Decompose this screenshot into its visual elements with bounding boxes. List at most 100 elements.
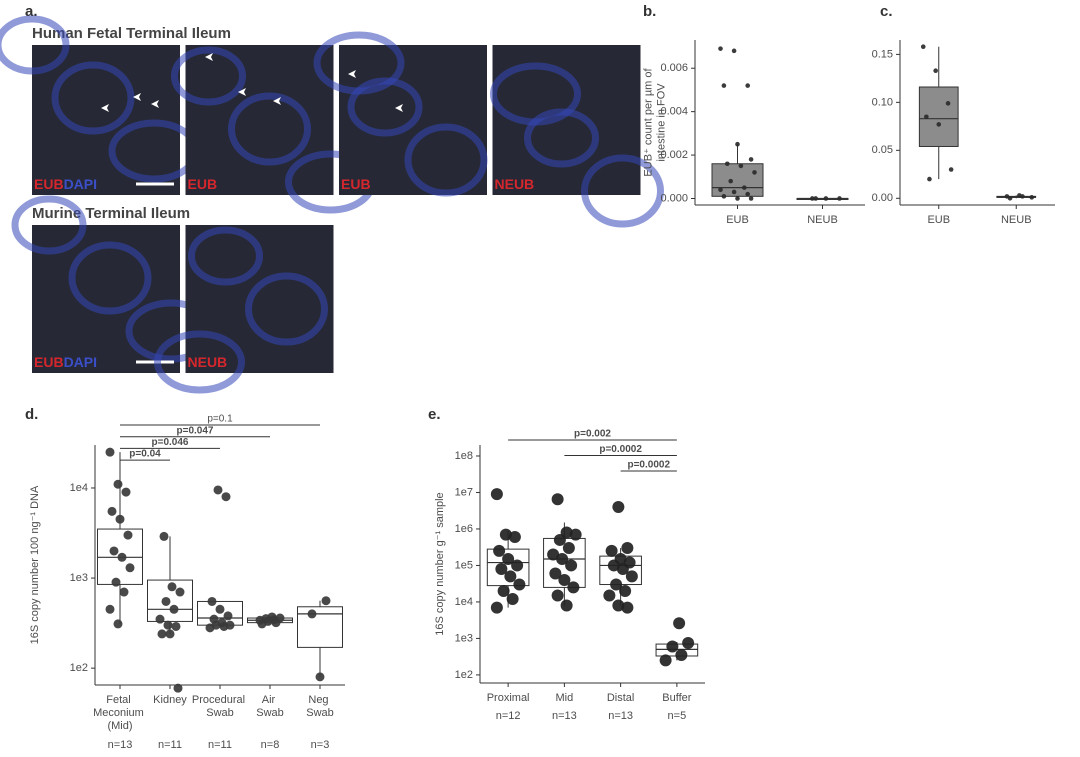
- data-point: [111, 577, 121, 587]
- data-point: [163, 620, 173, 630]
- data-point: [105, 604, 115, 614]
- n-label: n=11: [208, 739, 232, 751]
- data-point: [748, 196, 754, 201]
- data-point: [682, 636, 695, 649]
- data-point: [567, 581, 580, 594]
- arrowhead: [133, 93, 141, 101]
- n-label: n=8: [261, 739, 280, 751]
- data-point: [718, 46, 723, 51]
- data-point: [113, 619, 123, 629]
- y-tick-label: 0.15: [872, 48, 893, 60]
- n-label: n=13: [552, 710, 577, 722]
- stain-label: NEUB: [495, 176, 535, 192]
- x-tick-label: EUB: [726, 214, 749, 226]
- box: [711, 163, 764, 197]
- tissue-ring: [171, 46, 246, 106]
- data-point: [625, 570, 638, 583]
- data-point: [115, 514, 125, 524]
- y-tick-label: 0.006: [660, 62, 688, 74]
- data-point: [121, 487, 131, 497]
- data-point: [837, 196, 842, 201]
- data-point: [659, 654, 672, 667]
- data-point: [558, 573, 571, 586]
- data-point: [223, 611, 233, 621]
- data-point: [221, 492, 231, 502]
- image-label: EUBDAPI: [34, 176, 97, 192]
- data-point: [155, 614, 165, 624]
- panel-label: b.: [643, 3, 656, 20]
- data-point: [213, 485, 223, 495]
- data-point: [621, 601, 634, 614]
- n-label: n=3: [311, 739, 330, 751]
- data-point: [119, 587, 129, 597]
- y-axis-label: intestine in FOV: [655, 83, 667, 162]
- data-point: [159, 531, 169, 541]
- data-point: [109, 546, 119, 556]
- data-point: [113, 479, 123, 489]
- data-point: [920, 44, 926, 50]
- x-tick-label: Fetal Meconium (Mid): [93, 694, 147, 732]
- y-tick-label: 1e3: [70, 572, 88, 584]
- data-point: [125, 563, 135, 573]
- image-label: NEUB: [495, 176, 535, 192]
- data-point: [810, 196, 815, 201]
- data-point: [752, 170, 757, 175]
- data-point: [513, 578, 526, 591]
- stain-label: DAPI: [64, 176, 97, 192]
- image-label: NEUB: [188, 354, 228, 370]
- y-tick-label: 0.00: [872, 192, 893, 204]
- data-point: [721, 83, 727, 88]
- p-value: p=0.04: [129, 449, 161, 460]
- n-label: n=11: [158, 739, 182, 751]
- data-point: [924, 114, 929, 120]
- image-label: EUBDAPI: [34, 354, 97, 370]
- data-point: [927, 176, 932, 182]
- data-point: [157, 629, 167, 639]
- arrowhead: [348, 70, 356, 78]
- data-point: [173, 683, 183, 693]
- data-point: [562, 542, 575, 555]
- data-point: [721, 194, 727, 199]
- p-value: p=0.047: [177, 425, 214, 436]
- data-point: [169, 604, 179, 614]
- y-tick-label: 1e8: [455, 450, 473, 462]
- data-point: [748, 157, 754, 162]
- data-point: [499, 528, 512, 541]
- y-tick-label: 1e6: [455, 523, 473, 535]
- data-point: [490, 488, 503, 501]
- y-tick-label: 1e4: [455, 596, 473, 608]
- y-axis-label: 16S copy number g⁻¹ sample: [434, 492, 446, 635]
- y-tick-label: 0.000: [660, 192, 688, 204]
- data-point: [165, 629, 175, 639]
- n-label: n=13: [608, 710, 633, 722]
- stain-label: EUB: [188, 176, 218, 192]
- p-value: p=0.0002: [599, 444, 642, 455]
- micrograph: [185, 45, 334, 195]
- n-label: n=12: [496, 710, 521, 722]
- tissue-ring: [228, 92, 311, 166]
- tissue-ring: [245, 272, 328, 346]
- y-tick-label: 0.10: [872, 96, 893, 108]
- n-label: n=5: [668, 710, 687, 722]
- data-point: [107, 506, 117, 516]
- x-tick-label: Buffer: [662, 692, 691, 704]
- data-point: [497, 584, 510, 597]
- data-point: [666, 640, 679, 653]
- stain-label: EUB: [34, 354, 64, 370]
- data-point: [738, 163, 744, 169]
- data-point: [607, 559, 620, 572]
- data-point: [569, 528, 582, 541]
- y-axis-label: EUB⁺ count per µm of: [642, 67, 654, 176]
- data-point: [1020, 194, 1025, 199]
- x-tick-label: Kidney: [153, 694, 187, 706]
- p-value: p=0.002: [574, 429, 611, 440]
- data-point: [549, 567, 562, 580]
- group-title: Human Fetal Terminal Ileum: [32, 25, 231, 42]
- data-point: [215, 604, 225, 614]
- data-point: [495, 562, 508, 575]
- y-tick-label: 1e2: [70, 662, 88, 674]
- data-point: [511, 559, 524, 572]
- y-tick-label: 1e3: [455, 632, 473, 644]
- data-point: [321, 596, 331, 606]
